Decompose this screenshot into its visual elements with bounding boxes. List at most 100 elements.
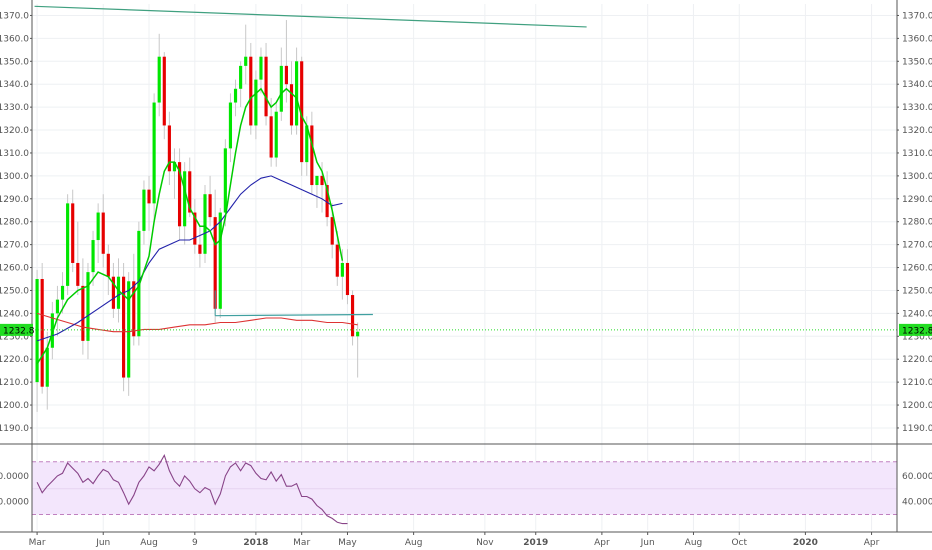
price-tick-label-left: 1280.0 [0, 218, 29, 228]
price-tick-label-left: 1210.0 [0, 378, 29, 388]
price-tick-label-left: 1220.0 [0, 355, 29, 365]
candle-body [116, 276, 121, 309]
candle-body [239, 65, 243, 89]
candle-body [142, 189, 146, 231]
candle-body [147, 189, 151, 204]
time-tick-label: Nov [476, 538, 494, 548]
price-tick-label-left: 1200.0 [0, 401, 29, 411]
candle-body [208, 194, 212, 218]
candle-body [259, 56, 263, 80]
last-price-tag-right-bg [899, 323, 932, 336]
candle-body [254, 79, 258, 126]
candle-body [228, 102, 233, 149]
last-price-tag-right: 1232.8 [902, 326, 932, 336]
time-tick-label: Oct [731, 538, 747, 548]
candle-body [111, 276, 115, 309]
candle-body [157, 56, 161, 103]
candle-body [264, 56, 268, 117]
candle-body [340, 262, 344, 277]
price-tick-label-left: 1250.0 [0, 286, 29, 296]
candle-body [122, 276, 126, 378]
candle-body [152, 102, 156, 204]
price-tick-label-right: 1250.0 [902, 286, 932, 296]
price-tick-label-right: 1200.0 [902, 401, 932, 411]
candle-body [289, 84, 294, 126]
candle-body [320, 175, 324, 186]
price-tick-label-right: 1220.0 [902, 355, 932, 365]
time-tick-label: Apr [864, 538, 880, 548]
candle-body [66, 203, 70, 286]
candle-body [137, 230, 141, 337]
candle-body [305, 125, 309, 163]
candle-body [188, 171, 192, 213]
price-tick-label-right: 1340.0 [902, 80, 932, 90]
candle-body [35, 279, 39, 383]
rsi-tick-label-left: 60.0000 [0, 472, 29, 482]
price-tick-label-right: 1280.0 [902, 218, 932, 228]
candle-body [193, 212, 197, 245]
candle-body [55, 299, 60, 314]
candle-body [198, 244, 202, 254]
sma-long-line [36, 312, 358, 333]
price-tick-label-left: 1340.0 [0, 80, 29, 90]
price-tick-label-right: 1270.0 [902, 241, 932, 251]
price-tick-label-left: 1330.0 [0, 103, 29, 113]
candle-body [162, 56, 166, 126]
candle-body [233, 88, 238, 103]
candle-body [244, 56, 248, 66]
price-tick-label-left: 1320.0 [0, 126, 29, 136]
last-price-tag-left-bg [0, 323, 33, 336]
price-tick-label-left: 1290.0 [0, 195, 29, 205]
time-tick-label: Jun [95, 538, 110, 548]
rsi-pane [32, 453, 897, 525]
price-tick-label-right: 1260.0 [902, 264, 932, 274]
candle-body [315, 175, 319, 186]
ema-fast-line [36, 87, 344, 365]
time-tick-label: May [338, 538, 357, 548]
candle-body [269, 116, 273, 158]
rsi-band [32, 461, 897, 515]
price-tick-label-left: 1300.0 [0, 172, 29, 182]
price-tick-label-right: 1300.0 [902, 172, 932, 182]
candle-body [96, 212, 100, 241]
price-tick-label-right: 1360.0 [902, 34, 932, 44]
candle-body [325, 185, 329, 218]
last-price-tag-left: 1232.8 [3, 326, 35, 336]
time-tick-label: Apr [594, 538, 610, 548]
candle-body [218, 212, 222, 309]
time-tick-label: Aug [405, 538, 423, 548]
trendline-top [34, 5, 587, 28]
price-tick-label-left: 1310.0 [0, 149, 29, 159]
candle-body [45, 347, 49, 387]
candle-body [106, 253, 110, 277]
price-tick-label-left: 1190.0 [0, 424, 29, 434]
price-tick-label-left: 1240.0 [0, 309, 29, 319]
candle-body [279, 65, 283, 112]
rsi-tick-label-left: 40.0000 [0, 498, 29, 508]
price-tick-label-right: 1350.0 [902, 57, 932, 67]
price-tick-label-right: 1330.0 [902, 103, 932, 113]
candle-body [101, 212, 105, 254]
price-pane [32, 5, 897, 412]
price-tick-label-left: 1360.0 [0, 34, 29, 44]
price-tick-label-right: 1240.0 [902, 309, 932, 319]
time-tick-label: 2018 [243, 538, 268, 548]
candle-body [249, 56, 253, 126]
candle-body [177, 162, 182, 227]
candle-body [60, 285, 65, 300]
price-tick-label-right: 1370.0 [902, 11, 932, 21]
gridlines [32, 4, 897, 530]
candle-body [330, 217, 334, 245]
candle-body [132, 281, 136, 337]
rsi-line [36, 453, 348, 525]
price-tick-label-right: 1290.0 [902, 195, 932, 205]
time-tick-label: Aug [140, 538, 158, 548]
candle-body [345, 262, 350, 296]
candle-body [81, 285, 85, 341]
price-tick-label-left: 1230.0 [0, 332, 29, 342]
candle-body [172, 162, 177, 172]
candle-body [284, 65, 288, 85]
time-tick-label: Aug [685, 538, 703, 548]
